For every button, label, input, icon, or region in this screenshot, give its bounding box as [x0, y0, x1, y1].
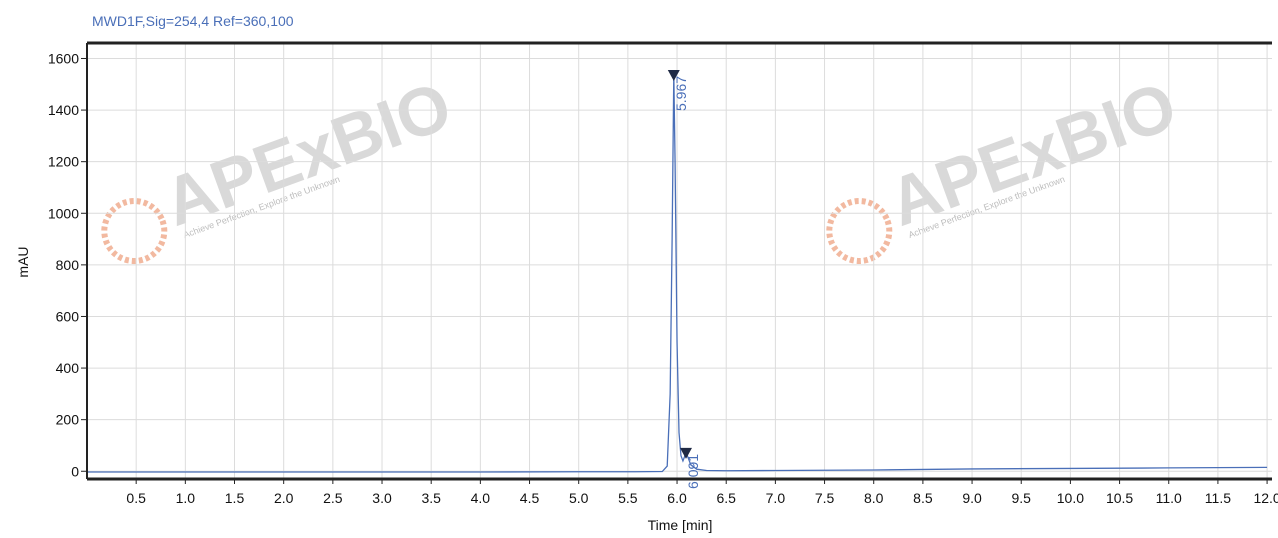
x-tick-label: 0.5: [126, 490, 146, 506]
watermark-logo-icon: [826, 197, 893, 264]
x-tick-label: 11.0: [1156, 490, 1182, 506]
x-tick-label: 1.5: [225, 490, 245, 506]
axes: [86, 41, 1272, 481]
y-tick-label: 1400: [48, 102, 79, 118]
y-tick-label: 600: [56, 308, 80, 324]
x-tick-label: 1.0: [176, 490, 196, 506]
watermark-logo-icon: [101, 197, 168, 264]
peak-marker-icon: [667, 69, 680, 81]
x-tick-label: 7.0: [766, 490, 786, 506]
series-layer: [87, 73, 1268, 473]
series-line: [87, 73, 1268, 473]
x-tick-label: 10.0: [1057, 490, 1084, 506]
y-tick-label: 400: [56, 360, 80, 376]
chart-title: MWD1F,Sig=254,4 Ref=360,100: [92, 13, 294, 29]
x-tick-label: 11.5: [1205, 490, 1231, 506]
y-tick-label: 800: [56, 257, 80, 273]
watermark-brand: APExBIO: [879, 67, 1186, 241]
x-tick-label: 3.5: [421, 490, 441, 506]
y-tick-label: 1200: [48, 154, 79, 170]
x-tick-label: 3.0: [372, 490, 392, 506]
x-tick-label: 6.0: [667, 490, 687, 506]
y-tick-label: 200: [56, 412, 80, 428]
x-tick-label: 9.5: [1011, 490, 1031, 506]
x-tick-label: 2.0: [274, 490, 294, 506]
x-tick-label: 8.0: [864, 490, 884, 506]
peak-marker-icon: [679, 447, 692, 459]
y-tick-label: 1600: [48, 50, 79, 66]
x-tick-label: 4.5: [520, 490, 540, 506]
x-tick-label: 10.5: [1106, 490, 1133, 506]
grid: [87, 43, 1272, 479]
x-tick-label: 12.0: [1253, 490, 1278, 506]
peak-label: 6.091: [685, 454, 701, 489]
x-axis-ticks: 0.5 1.0 1.5 2.0 2.5 3.0 3.5 4.0 4.5 5.0 5.5 6.0 6.5 7…: [126, 479, 1278, 506]
x-tick-label: 5.5: [618, 490, 638, 506]
x-tick-label: 7.5: [815, 490, 835, 506]
watermark-right: APExBIO Achieve Perfection, Explore the …: [826, 67, 1186, 264]
y-axis-ticks: 0 200 400 600 800 1000 1200 1400 1600: [48, 50, 87, 479]
y-tick-label: 1000: [48, 205, 79, 221]
x-tick-label: 6.5: [716, 490, 736, 506]
x-axis-label: Time [min]: [648, 517, 713, 533]
watermark-left: APExBIO Achieve Perfection, Explore the …: [101, 67, 461, 264]
x-tick-label: 4.0: [471, 490, 491, 506]
watermark-brand: APExBIO: [154, 67, 461, 241]
y-axis-label: mAU: [15, 246, 31, 277]
y-tick-label: 0: [71, 463, 79, 479]
x-tick-label: 5.0: [569, 490, 589, 506]
x-tick-label: 8.5: [913, 490, 933, 506]
x-tick-label: 9.0: [962, 490, 982, 506]
x-tick-label: 2.5: [323, 490, 343, 506]
peak-label: 5.967: [673, 76, 689, 111]
